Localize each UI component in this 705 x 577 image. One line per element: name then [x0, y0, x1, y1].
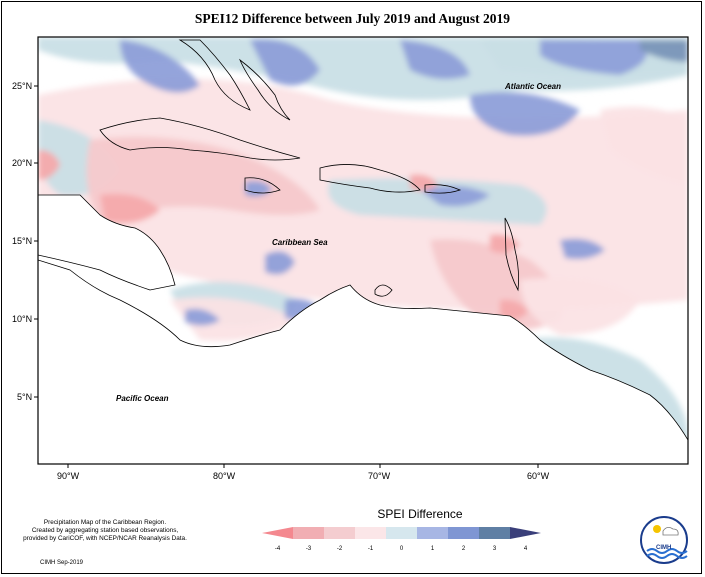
cimh-logo [640, 516, 688, 564]
legend-swatch-1 [293, 527, 324, 539]
lon-label-60: 60°W [527, 471, 550, 481]
legend-tick-2: -2 [336, 546, 343, 552]
credit-date: CIMH Sep-2019 [40, 560, 84, 566]
spei-blob-17 [420, 186, 490, 207]
legend-tick-7: 3 [492, 546, 497, 552]
lat-label-25: 25°N [12, 81, 33, 91]
spei-blob-9 [170, 297, 300, 341]
spei-blob-16 [470, 92, 580, 136]
coastline-2 [99, 117, 301, 161]
lat-label-20: 20°N [12, 158, 33, 168]
atlantic-ocean-label: Atlantic Ocean [504, 82, 561, 91]
coastline-9 [239, 58, 291, 121]
lon-label-70: 70°W [368, 471, 391, 481]
legend-tick-4: 0 [399, 546, 404, 552]
coastline-8 [178, 39, 251, 111]
map-border [37, 36, 689, 465]
credit-line-2: Created by aggregating station based obs… [31, 527, 179, 534]
legend-swatch-3 [355, 527, 386, 539]
coastline-4 [319, 164, 421, 193]
legend-arrow-left [262, 527, 293, 539]
spei-blob-27 [490, 234, 520, 254]
pacific-ocean-label: Pacific Ocean [116, 394, 169, 403]
caribbean-sea-label: Caribbean Sea [272, 238, 328, 247]
credit-text: Precipitation Map of the Caribbean Regio… [10, 519, 200, 543]
lat-label-10: 10°N [12, 314, 33, 324]
lat-label-15: 15°N [12, 236, 33, 246]
legend-title: SPEI Difference [377, 507, 463, 521]
coastline-7 [374, 284, 393, 297]
spei-field [38, 37, 688, 464]
spei-blob-6 [520, 277, 640, 335]
coastline-5 [424, 184, 462, 194]
coastline-0 [38, 259, 688, 464]
spei-blob-24 [38, 150, 60, 180]
spei-blob-14 [400, 40, 470, 79]
spei-blob-23 [640, 40, 688, 62]
legend-tick-0: -4 [274, 546, 281, 552]
legend-tick-5: 1 [430, 546, 435, 552]
coastline-3 [244, 177, 281, 194]
legend-swatch-6 [448, 527, 479, 539]
spei-blob-18 [560, 238, 605, 259]
spei-blob-13 [250, 39, 320, 86]
lon-label-90: 90°W [57, 471, 80, 481]
coastline-1 [38, 194, 176, 291]
map-title: SPEI12 Difference between July 2019 and … [194, 11, 511, 26]
legend-swatch-2 [324, 527, 355, 539]
spei-blob-4 [86, 136, 321, 220]
credit-line-1: Precipitation Map of the Caribbean Regio… [43, 519, 167, 526]
lon-label-80: 80°W [213, 471, 236, 481]
credit-line-3: provided by CariCOF, with NCEP/NCAR Rean… [23, 535, 187, 542]
legend-tick-3: -1 [367, 546, 374, 552]
legend-colorbar [262, 527, 541, 539]
legend-swatch-5 [417, 527, 448, 539]
legend-swatch-4 [386, 527, 417, 539]
spei-blob-11 [600, 106, 688, 185]
legend-swatch-7 [479, 527, 510, 539]
spei-blob-15 [540, 40, 647, 75]
legend-tick-6: 2 [461, 546, 466, 552]
spei-blob-19 [265, 251, 295, 275]
axis-ticks [34, 85, 539, 468]
lat-label-5: 5°N [17, 392, 33, 402]
spei-blob-12 [120, 40, 200, 93]
logo-text: CIMH [656, 545, 672, 551]
legend-arrow-right [510, 527, 541, 539]
coastline-6 [504, 217, 519, 292]
legend-tick-1: -3 [305, 546, 312, 552]
spei-blob-25 [100, 194, 160, 224]
spei-blob-28 [500, 299, 528, 320]
spei-blob-21 [185, 308, 220, 326]
legend-tick-8: 4 [523, 546, 528, 552]
coastlines [38, 39, 688, 464]
